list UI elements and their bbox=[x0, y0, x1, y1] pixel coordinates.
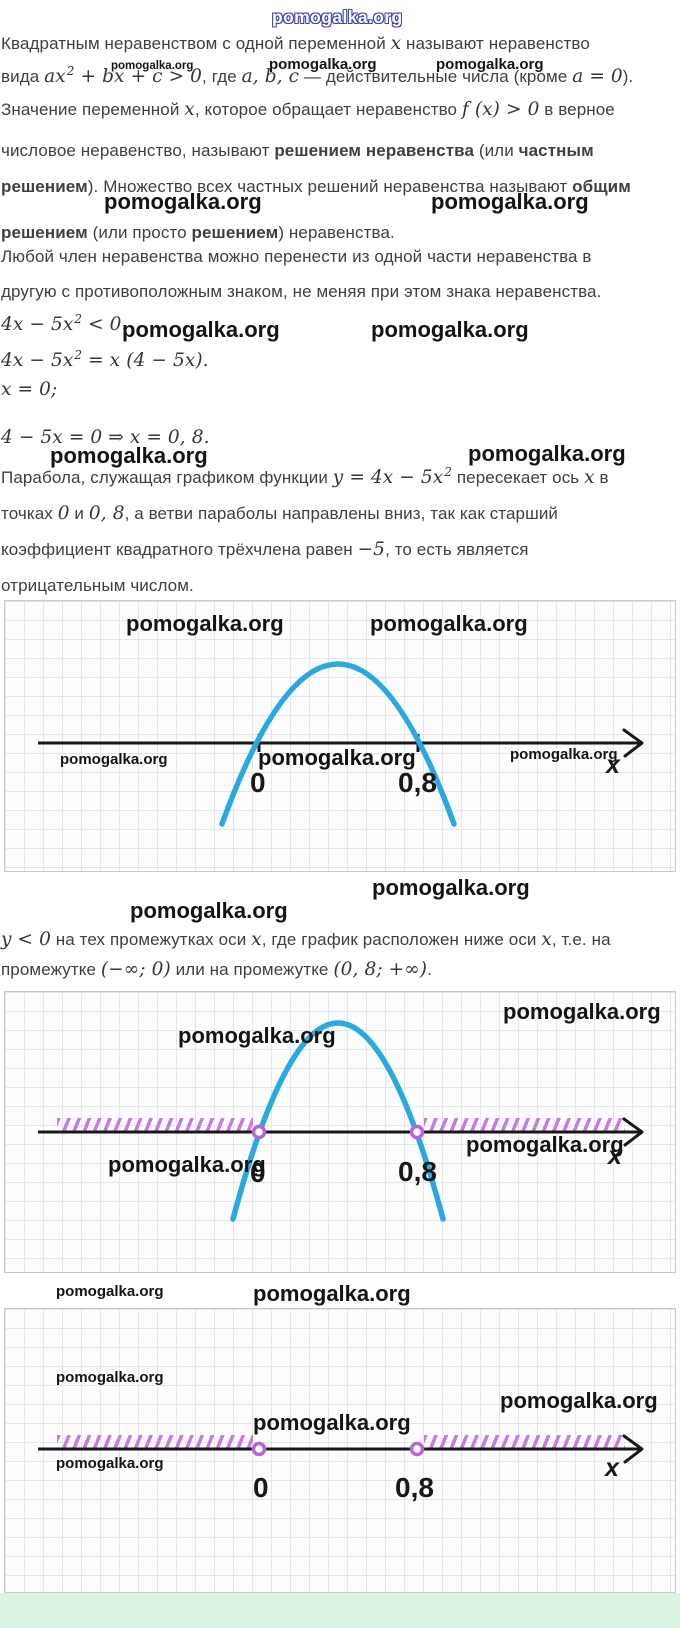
parabola-axis-drawing bbox=[38, 1020, 644, 1222]
zero-label: 0 bbox=[250, 767, 266, 798]
zero8-label: 0,8 bbox=[398, 767, 437, 798]
axis-arrow-icon bbox=[622, 728, 644, 758]
number-line-drawing bbox=[38, 1434, 644, 1464]
text-line: Квадратным неравенством с одной переменн… bbox=[1, 33, 590, 54]
open-circle-zero bbox=[251, 1441, 267, 1457]
figure-parabola-shaded: 0 0,8 x bbox=[4, 991, 676, 1273]
hatch-left-interval bbox=[57, 1118, 253, 1132]
x-axis-label: x bbox=[608, 1142, 622, 1170]
x-axis-label: x bbox=[606, 751, 620, 779]
hatch-left-interval bbox=[57, 1435, 253, 1449]
text-line: Любой член неравенства можно перенести и… bbox=[1, 247, 592, 266]
text-line: точках 0 и 0, 8, а ветви параболы направ… bbox=[1, 503, 559, 524]
text-line: y < 0 на тех промежутках оси x, где граф… bbox=[1, 929, 611, 950]
open-circle-zero8 bbox=[409, 1124, 425, 1140]
text-line: x = 0; bbox=[1, 379, 58, 400]
parabola-axis-drawing bbox=[38, 661, 644, 827]
parabola-curve bbox=[230, 1020, 446, 1222]
open-circle-zero8 bbox=[409, 1441, 425, 1457]
hatch-right-interval bbox=[424, 1435, 625, 1449]
figure-number-line: 0 0,8 x bbox=[4, 1308, 676, 1593]
zero8-label: 0,8 bbox=[395, 1472, 434, 1503]
zero8-label: 0,8 bbox=[398, 1156, 437, 1187]
text-line: Парабола, служащая графиком функции y = … bbox=[1, 465, 609, 488]
text-line: отрицательным числом. bbox=[1, 576, 194, 595]
text-line: решением). Множество всех частных решени… bbox=[1, 177, 631, 196]
text-line: числовое неравенство, называют решением … bbox=[1, 141, 594, 160]
x-axis-label: x bbox=[605, 1454, 619, 1482]
figure-parabola: 0 0,8 x bbox=[4, 600, 676, 872]
text-line: коэффициент квадратного трёхчлена равен … bbox=[1, 539, 529, 560]
text-line: Значение переменной x, которое обращает … bbox=[1, 99, 615, 120]
hatch-right-interval bbox=[424, 1118, 625, 1132]
axis-arrow-icon bbox=[622, 1434, 644, 1464]
axis-arrow-icon bbox=[622, 1117, 644, 1147]
zero-label: 0 bbox=[253, 1472, 269, 1503]
text-line: промежутке (−∞; 0) или на промежутке (0,… bbox=[1, 959, 432, 980]
open-circle-zero bbox=[251, 1124, 267, 1140]
text-line: вида ax2 + bx + c > 0, где a, b, c — дей… bbox=[1, 64, 634, 87]
footer-band bbox=[0, 1593, 680, 1628]
text-line: другую с противоположным знаком, не меня… bbox=[1, 282, 602, 301]
text-line: решением (или просто решением) неравенст… bbox=[1, 223, 395, 242]
text-line: 4 − 5x = 0 ⇒ x = 0, 8. bbox=[1, 427, 210, 448]
parabola-curve bbox=[219, 661, 457, 827]
text-line: 4x − 5x2 = x (4 − 5x). bbox=[1, 348, 209, 371]
zero-label: 0 bbox=[250, 1157, 266, 1188]
text-line: 4x − 5x2 < 0. bbox=[1, 312, 128, 335]
